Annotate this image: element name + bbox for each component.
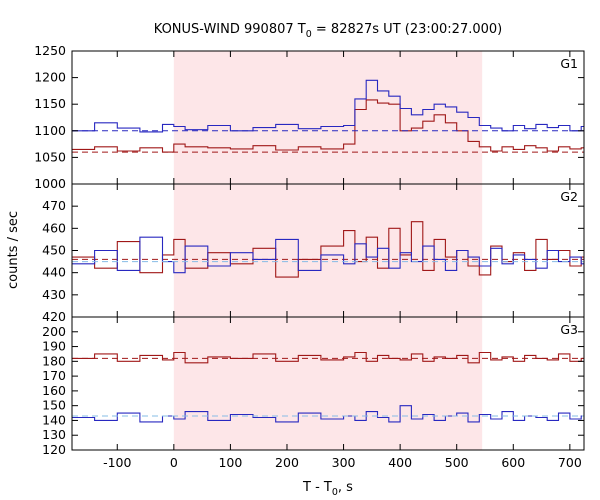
- series-red-g1: [72, 99, 584, 153]
- y-tick-label: 470: [42, 198, 66, 213]
- y-tick-label: 1100: [34, 123, 66, 138]
- y-axis-title: counts / sec: [6, 211, 21, 289]
- y-tick-label: 420: [42, 309, 66, 324]
- y-tick-label: 1000: [34, 176, 66, 191]
- y-tick-label: 170: [42, 368, 66, 383]
- series-blue-g2: [72, 236, 584, 274]
- x-tick-label: 600: [501, 455, 525, 470]
- y-tick-label: 160: [42, 383, 66, 398]
- panel-label-g3: G3: [560, 322, 578, 337]
- x-tick-label: 200: [275, 455, 299, 470]
- x-tick-label: 100: [218, 455, 242, 470]
- y-tick-label: 140: [42, 412, 66, 427]
- y-tick-label: 150: [42, 398, 66, 413]
- panel-frame: [71, 316, 585, 451]
- panel-label-g1: G1: [560, 56, 578, 71]
- y-tick-label: 200: [42, 324, 66, 339]
- x-tick-label: 0: [170, 455, 178, 470]
- x-tick-label: -100: [103, 455, 131, 470]
- x-axis-title: T - T0, s: [302, 480, 353, 498]
- y-tick-label: 440: [42, 265, 66, 280]
- panel-g2: 420 430 440 450 460 470 G2: [42, 183, 585, 324]
- x-tick-label: 300: [332, 455, 356, 470]
- chart-title: KONUS-WIND 990807 T0 = 82827s UT (23:00:…: [154, 22, 503, 40]
- panel-label-g2: G2: [560, 189, 578, 204]
- x-tick-label: 700: [558, 455, 582, 470]
- y-tick-label: 460: [42, 220, 66, 235]
- y-tick-label: 1050: [34, 149, 66, 164]
- plot-area: 100010501100115012001250G142043044045046…: [34, 43, 585, 470]
- y-tick-label: 180: [42, 353, 66, 368]
- series-blue-g1: [72, 79, 584, 133]
- y-tick-label: 1200: [34, 70, 66, 85]
- x-tick-label: 500: [445, 455, 469, 470]
- series-blue-g3: [72, 405, 584, 423]
- shaded-interval: [173, 51, 483, 450]
- y-tick-label: 120: [42, 442, 66, 457]
- y-tick-label: 130: [42, 427, 66, 442]
- y-tick-label: 190: [42, 339, 66, 354]
- x-tick-label: 400: [388, 455, 412, 470]
- y-tick-label: 1150: [34, 96, 66, 111]
- y-tick-label: 450: [42, 243, 66, 258]
- y-tick-label: 1250: [34, 43, 66, 58]
- y-tick-label: 430: [42, 287, 66, 302]
